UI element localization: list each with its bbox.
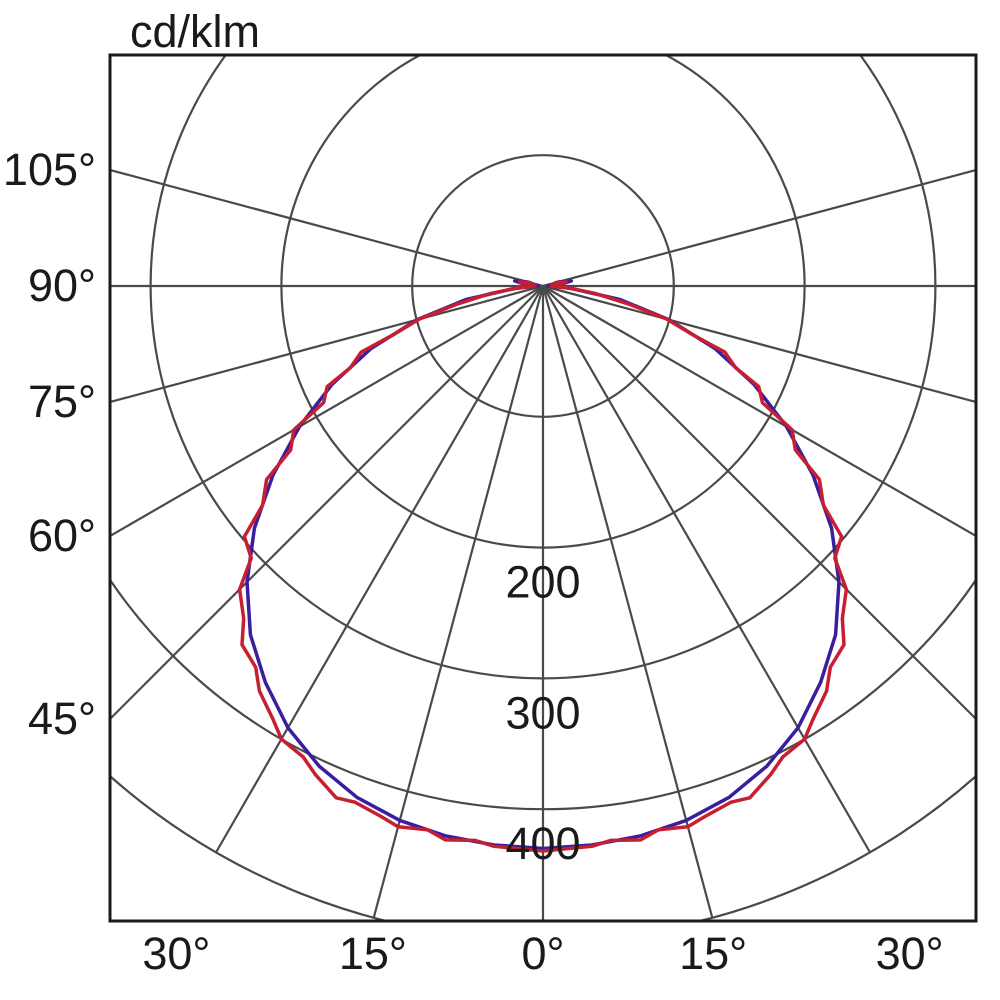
angle-label-left: 60° xyxy=(28,510,96,561)
angle-label-bottom: 0° xyxy=(521,928,564,979)
angle-label-left: 90° xyxy=(28,260,96,311)
angle-label-bottom: 30° xyxy=(876,928,944,979)
angle-label-left: 105° xyxy=(3,144,96,195)
ring-label: 200 xyxy=(505,557,580,608)
unit-label: cd/klm xyxy=(130,6,260,57)
angle-label-bottom: 30° xyxy=(142,928,210,979)
angle-label-bottom: 15° xyxy=(679,928,747,979)
ring-label: 400 xyxy=(505,818,580,869)
angle-label-bottom: 15° xyxy=(339,928,407,979)
ring-label: 300 xyxy=(505,687,580,738)
angle-label-left: 75° xyxy=(28,376,96,427)
angle-label-left: 45° xyxy=(28,693,96,744)
polar-chart: cd/klm 200 300 400 105° 90° 75° 60° 45° 30° 15° 0° 1… xyxy=(0,0,1000,1000)
